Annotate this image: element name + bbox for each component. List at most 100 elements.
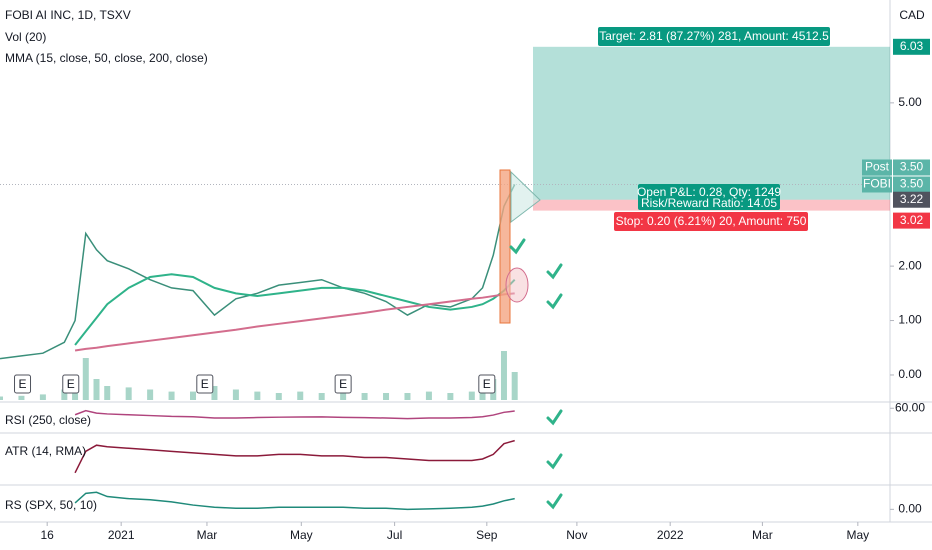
- pane-title: RSI (250, close): [5, 413, 91, 427]
- pane-title: ATR (14, RMA): [5, 444, 86, 458]
- earnings-label: E: [483, 377, 491, 391]
- indicator-line: [74, 409, 515, 420]
- price-tag: Post: [865, 160, 890, 174]
- stop-label: Stop: 0.20 (6.21%) 20, Amount: 750: [616, 214, 807, 228]
- currency: CAD: [899, 8, 925, 22]
- volume-bar: [404, 393, 411, 400]
- checkmark: [546, 293, 563, 310]
- last-price-label-box: [893, 176, 930, 193]
- pnl-label-box: [638, 184, 780, 210]
- triangle-pattern: [510, 170, 541, 224]
- earnings-marker: [196, 374, 214, 394]
- volume-bar: [500, 351, 507, 400]
- volume-bar: [0, 396, 3, 400]
- target-zone: [533, 46, 890, 200]
- x-tick-label: Sep: [476, 528, 498, 542]
- indicator-line: [74, 439, 515, 474]
- volume-title: Vol (20): [5, 30, 46, 44]
- volume-bar: [511, 372, 518, 400]
- volume-bar: [297, 391, 304, 400]
- target-price-label-box: [893, 38, 930, 55]
- volume-bar: [82, 358, 89, 400]
- volume-bar: [447, 393, 454, 400]
- volume-bar: [318, 393, 325, 400]
- earnings-marker: [478, 374, 496, 394]
- earnings-label: E: [67, 377, 75, 391]
- volume-bar: [18, 395, 25, 400]
- last-price-label-box: [893, 159, 930, 176]
- price-line: [74, 292, 515, 352]
- stop-price-label-box: [893, 212, 930, 229]
- last-price-label: 3.50: [900, 177, 924, 191]
- pnl-label: Open P&L: 0.28, Qty: 1249: [637, 185, 781, 199]
- y-tick-label: 1.00: [898, 313, 922, 327]
- volume-bar: [93, 379, 100, 400]
- price-tag-box: [862, 159, 892, 176]
- volume-bar: [61, 389, 68, 400]
- volume-bar: [254, 391, 261, 400]
- stop-label-box: [614, 212, 808, 231]
- x-tick-label: Jul: [387, 528, 402, 542]
- volume-bar: [232, 389, 239, 400]
- earnings-marker: [14, 374, 32, 394]
- checkmark: [546, 409, 563, 426]
- price-line: [0, 184, 516, 360]
- ma-title: MMA (15, close, 50, close, 200, close): [5, 51, 208, 65]
- pane-title: RS (SPX, 50, 10): [5, 498, 97, 512]
- volume-bar: [125, 387, 132, 400]
- volume-bar: [479, 389, 486, 400]
- indicator-line: [74, 491, 515, 511]
- pane-y-tick-label: 60.00: [895, 400, 925, 414]
- volume-bar: [275, 393, 282, 400]
- volume-bar: [168, 391, 175, 400]
- price-line: [74, 273, 516, 346]
- earnings-marker: [334, 374, 352, 394]
- x-tick-label: May: [846, 528, 869, 542]
- pnl-label: Risk/Reward Ratio: 14.05: [641, 196, 777, 210]
- volume-bar: [211, 386, 218, 400]
- x-tick-label: Mar: [752, 528, 773, 542]
- y-tick-label: 2.00: [898, 258, 922, 272]
- stop-price-label: 3.02: [900, 213, 924, 227]
- y-tick-label: 5.00: [898, 95, 922, 109]
- x-tick-label: 2021: [108, 528, 135, 542]
- checkmark: [546, 453, 563, 470]
- earnings-label: E: [19, 377, 27, 391]
- x-tick-label: May: [290, 528, 313, 542]
- volume-bar: [468, 391, 475, 400]
- price-tag-box: [862, 176, 892, 193]
- last-price-label: 3.50: [900, 160, 924, 174]
- entry-price-label-box: [893, 191, 930, 208]
- x-tick-label: Nov: [566, 528, 587, 542]
- target-label-box: [598, 27, 830, 46]
- price-tag: FOBI: [863, 177, 891, 191]
- x-tick-label: Mar: [197, 528, 218, 542]
- earnings-label: E: [201, 377, 209, 391]
- target-label: Target: 2.81 (87.27%) 281, Amount: 4512.…: [599, 29, 829, 43]
- earnings-label: E: [339, 377, 347, 391]
- checkmark: [546, 263, 563, 280]
- y-tick-label: 0.00: [898, 367, 922, 381]
- symbol-title: FOBI AI INC, 1D, TSXV: [5, 8, 131, 22]
- target-price-label: 6.03: [900, 39, 924, 53]
- volume-bar: [39, 394, 46, 400]
- earnings-marker: [62, 374, 80, 394]
- volume-bar: [190, 391, 197, 400]
- checkmark: [509, 238, 526, 255]
- x-tick-label: 16: [41, 528, 55, 542]
- highlight-box: [499, 169, 511, 324]
- volume-bar: [383, 393, 390, 400]
- checkmarks: [509, 238, 563, 510]
- x-tick-label: 2022: [657, 528, 684, 542]
- volume-bar: [340, 391, 347, 400]
- volume-bar: [104, 386, 111, 400]
- volume-bar: [425, 391, 432, 400]
- volume-bar: [361, 393, 368, 400]
- volume-bar: [147, 389, 154, 400]
- entry-price-label: 3.22: [900, 192, 924, 206]
- circle-annotation: [505, 267, 529, 303]
- checkmark: [546, 493, 563, 510]
- pane-y-tick-label: 0.00: [898, 502, 922, 516]
